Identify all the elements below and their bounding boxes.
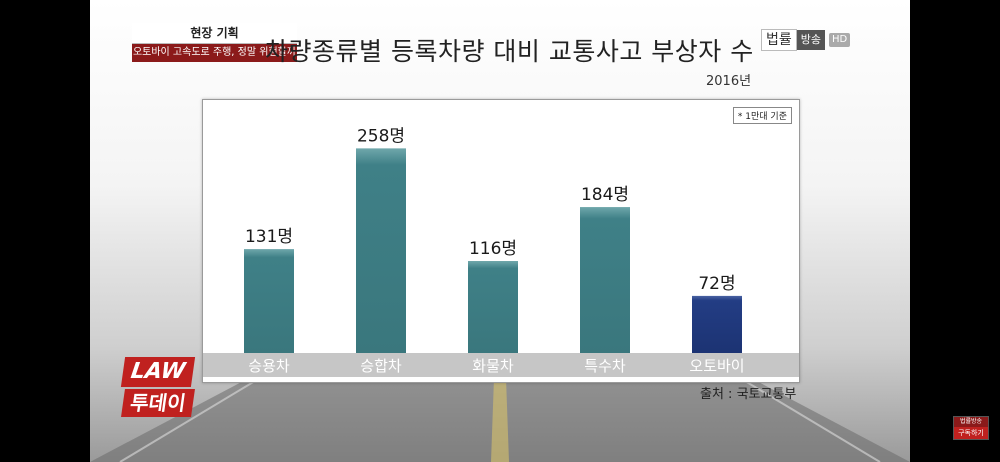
hd-badge: HD (829, 33, 851, 47)
channel-logo-name-b: 방송 (796, 30, 826, 50)
channel-logo-name-a: 법률 (761, 29, 797, 51)
value-label: 184명 (581, 185, 629, 205)
show-logo: LAW 투데이 (120, 357, 196, 417)
bar-chart: 131명 258명 116명 184명 72명 승용차 승합차 화물차 특수차 오토바이 (244, 126, 745, 375)
category-axis-band (203, 353, 799, 377)
bar-특수차 (580, 207, 630, 353)
source-text: 출처 : 국토교통부 (700, 387, 797, 402)
value-label: 116명 (469, 239, 517, 259)
video-frame: 현장 기획 오토바이 고속도로 주행, 정말 위험할까 차량종류별 등록차량 대… (90, 0, 910, 462)
show-logo-line2: 투데이 (121, 389, 195, 417)
bar-승합차 (356, 148, 406, 353)
bar-화물차 (468, 261, 518, 353)
segment-label: 현장 기획 (132, 23, 297, 44)
bar-오토바이 (692, 295, 742, 353)
value-label: 72명 (698, 274, 735, 294)
chart-year: 2016년 (706, 74, 752, 89)
chart-title: 차량종류별 등록차량 대비 교통사고 부상자 수 (265, 37, 754, 66)
show-logo-line1: LAW (120, 357, 196, 387)
chart-panel: 131명 258명 116명 184명 72명 승용차 승합차 화물차 특수차 오토바이 * 1… (202, 99, 800, 383)
subscribe-button[interactable]: 법률방송 구독하기 (953, 416, 989, 440)
unit-note: * 1만대 기준 (732, 107, 792, 124)
segment-headline: 오토바이 고속도로 주행, 정말 위험할까 (132, 44, 297, 62)
category-label: 특수차 (584, 357, 626, 375)
category-label: 오토바이 (689, 357, 744, 375)
category-label: 승합차 (360, 357, 402, 375)
channel-logo: 법률 방송 HD (761, 29, 851, 51)
bar-승용차 (244, 249, 294, 353)
value-label: 258명 (357, 126, 405, 146)
value-label: 131명 (245, 227, 293, 247)
category-label: 승용차 (248, 357, 290, 375)
subscribe-label: 구독하기 (954, 427, 988, 439)
category-label: 화물차 (472, 357, 514, 375)
subscribe-brand: 법률방송 (954, 417, 988, 427)
segment-tag: 현장 기획 오토바이 고속도로 주행, 정말 위험할까 (132, 23, 297, 62)
